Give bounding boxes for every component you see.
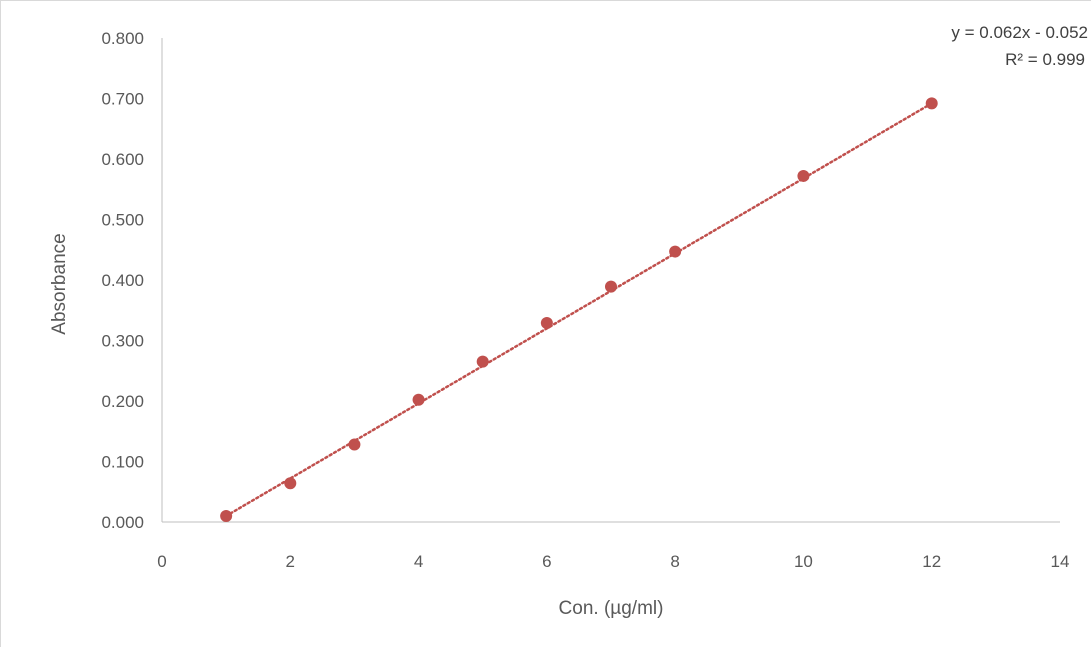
y-tick-label: 0.100	[101, 453, 144, 472]
y-tick-label: 0.800	[101, 29, 144, 48]
data-point	[605, 280, 617, 293]
data-point	[540, 316, 553, 329]
x-tick-label: 4	[414, 552, 423, 571]
y-tick-label: 0.600	[101, 150, 144, 169]
x-axis-title: Con. (µg/ml)	[559, 598, 664, 619]
trendline-equation: y = 0.062x - 0.052	[951, 23, 1088, 42]
x-tick-labels: 0 2 4 6 8 10 12 14	[157, 552, 1069, 571]
trendline-layer	[224, 102, 933, 518]
x-tick-label: 12	[922, 552, 941, 571]
trendline	[224, 102, 933, 518]
x-tick-label: 8	[670, 552, 679, 571]
x-tick-label: 2	[286, 552, 295, 571]
x-tick-label: 14	[1051, 552, 1070, 571]
data-point	[284, 477, 297, 490]
data-point	[925, 97, 938, 110]
data-points	[220, 97, 938, 522]
data-point	[220, 509, 233, 522]
y-tick-label: 0.200	[101, 392, 144, 411]
x-tick-label: 6	[542, 552, 551, 571]
trendline-r-squared: R² = 0.999	[1005, 50, 1085, 69]
y-tick-label: 0.000	[101, 513, 144, 532]
data-point	[412, 393, 425, 406]
y-tick-labels: 0.000 0.100 0.200 0.300 0.400 0.500 0.600 0.700…	[101, 29, 144, 532]
data-point	[476, 355, 489, 368]
data-point	[797, 169, 810, 182]
data-point	[669, 245, 682, 258]
axes	[161, 38, 1060, 523]
y-tick-label: 0.700	[101, 90, 144, 109]
x-tick-label: 0	[157, 552, 166, 571]
data-point	[348, 438, 361, 451]
y-tick-label: 0.500	[101, 211, 144, 230]
y-axis-title: Absorbance	[49, 233, 70, 334]
y-tick-label: 0.300	[101, 332, 144, 351]
y-tick-label: 0.400	[101, 271, 144, 290]
x-tick-label: 10	[794, 552, 813, 571]
